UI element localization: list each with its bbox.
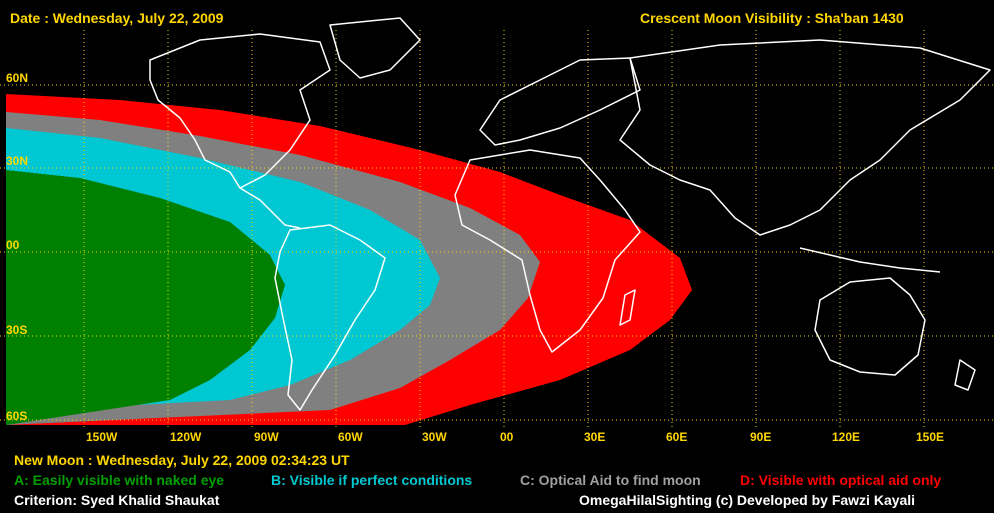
criterion-text: Criterion: Syed Khalid Shaukat: [14, 492, 220, 508]
southeast-asia-islands: [799, 247, 941, 273]
madagascar-coast: [619, 289, 636, 326]
south-america-coast: [274, 224, 386, 411]
legend-zone-b: B: Visible if perfect conditions: [271, 472, 473, 488]
greenland-coast: [329, 17, 421, 79]
asia-coast: [619, 39, 991, 236]
lon-label-150w: 150W: [86, 430, 118, 444]
legend-zone-c: C: Optical Aid to find moon: [520, 472, 701, 488]
europe-coast: [479, 57, 641, 146]
central-america-coast: [239, 187, 301, 229]
lon-label-60e: 60E: [666, 430, 688, 444]
lon-label-00: 00: [500, 430, 514, 444]
lon-label-120e: 120E: [832, 430, 861, 444]
legend-zone-a: A: Easily visible with naked eye: [14, 472, 225, 488]
lon-label-90w: 90W: [254, 430, 279, 444]
lat-label-equator: 00: [6, 238, 20, 252]
lat-label-30n: 30N: [6, 154, 29, 168]
australia-coast: [814, 277, 926, 376]
north-america-coast: [149, 33, 331, 189]
lon-label-150e: 150E: [916, 430, 945, 444]
zone-a-easily-visible-naked-eye: [6, 170, 285, 425]
lon-label-30e: 30E: [584, 430, 606, 444]
lon-label-120w: 120W: [170, 430, 202, 444]
africa-coast: [454, 149, 641, 353]
lon-label-30w: 30W: [422, 430, 447, 444]
lon-label-90e: 90E: [750, 430, 772, 444]
map-date: Date : Wednesday, July 22, 2009: [10, 10, 224, 26]
lat-label-30s: 30S: [6, 323, 28, 337]
lon-label-60w: 60W: [338, 430, 363, 444]
new-moon-time: New Moon : Wednesday, July 22, 2009 02:3…: [14, 452, 350, 468]
lat-label-60s: 60S: [6, 409, 28, 423]
credit-text: OmegaHilalSighting (c) Developed by Fawz…: [579, 492, 916, 508]
map-title: Crescent Moon Visibility : Sha'ban 1430: [640, 10, 904, 26]
graticule: [0, 30, 994, 428]
coastlines: [149, 17, 991, 411]
new-zealand-coast: [954, 359, 976, 391]
lat-label-60n: 60N: [6, 71, 29, 85]
legend-zone-d: D: Visible with optical aid only: [740, 472, 942, 488]
